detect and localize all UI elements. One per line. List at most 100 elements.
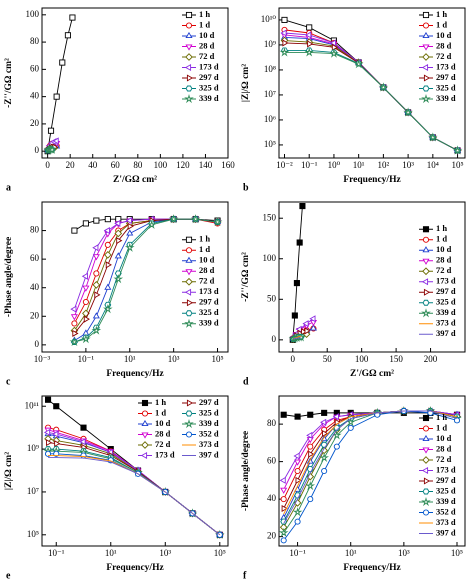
y-tick-label: 20 [30,310,40,320]
marker [293,499,302,507]
marker [185,11,193,19]
marker [141,410,149,417]
x-tick-label: 10⁵ [451,548,463,558]
x-axis-label: Frequency/Hz [106,563,164,573]
y-tick-label: 10⁷ [264,89,276,99]
marker [185,85,193,92]
x-tick-label: 20 [66,160,76,170]
plot-frame [41,395,229,547]
marker [423,74,431,82]
marker [304,327,311,335]
legend-label: 297 d [199,297,219,307]
marker [80,452,87,459]
y-tick-label: 0 [272,334,277,344]
marker [333,443,340,450]
marker [280,496,287,503]
marker [421,496,431,507]
legend-label: 28 d [155,428,171,438]
marker [184,418,194,429]
plot-frame [41,201,229,353]
marker [293,452,300,460]
legend-label: 325 d [199,407,219,417]
marker [47,144,57,154]
x-tick-label: 200 [424,354,438,364]
marker [331,43,339,51]
series-line [47,431,221,536]
legend-label: 339 d [199,93,219,103]
marker [185,31,193,39]
x-tick-label: 0 [45,160,50,170]
marker [281,504,288,513]
marker [185,44,193,51]
marker [104,216,111,223]
marker [306,431,313,439]
y-tick-label: 10⁵ [27,529,39,539]
plot-area [288,203,318,344]
plot-frame [278,7,466,159]
marker [141,432,149,439]
marker [307,443,314,450]
legend-label: 1 d [436,234,447,244]
marker [185,22,193,29]
marker [184,288,192,296]
marker [309,324,318,331]
marker [184,318,194,328]
legend-label: 10 d [199,30,215,40]
legend-label: 173 d [436,464,456,474]
marker [279,523,288,532]
y-tick-label: 80 [30,36,40,46]
marker [321,467,328,475]
x-tick-label: 10⁻¹ [289,548,306,558]
y-axis-label: -Z''/GΩ cm² [4,58,14,108]
marker [93,217,100,224]
x-tick-label: 10³ [159,548,171,558]
marker [91,325,102,335]
marker [59,59,66,66]
legend-label: 297 d [436,475,456,485]
x-tick-label: 10² [378,160,390,170]
marker [422,11,430,19]
x-tick-label: 80 [133,160,143,170]
legend-label: 1 h [199,9,210,19]
marker [294,518,301,525]
marker [299,203,306,210]
marker [347,424,354,431]
panel-label: c [6,376,11,387]
marker [54,440,61,448]
x-tick-label: 100 [355,354,369,364]
panel-label: a [6,182,11,193]
x-axis-label: Frequency/Hz [106,369,164,379]
marker [305,31,312,39]
legend-label: 72 d [436,454,452,464]
legend-label: 28 d [199,40,215,50]
marker [113,274,124,284]
marker [423,477,431,485]
marker [282,39,289,47]
legend-label: 28 d [199,265,215,275]
marker [422,425,430,432]
legend-label: 72 d [155,439,171,449]
legend-label: 10 d [155,418,171,428]
marker [452,145,463,155]
legend-label: 397 d [436,527,456,537]
y-axis-label: -Z''/GΩ cm² [241,252,251,302]
marker [185,269,193,276]
legend-label: 373 d [199,439,219,449]
marker [81,272,88,280]
marker [92,281,101,289]
marker [422,31,430,39]
marker [186,399,194,407]
legend-label: 373 d [436,318,456,328]
marker [320,418,327,426]
legend-label: 173 d [199,61,219,71]
legend-label: 339 d [199,318,219,328]
y-tick-label: 10⁵ [264,139,276,149]
x-tick-label: 10¹ [345,548,357,558]
series-line [74,218,218,343]
y-tick-label: 100 [26,9,40,19]
x-tick-label: 10⁵ [211,354,223,364]
marker [422,22,430,29]
marker [92,254,100,261]
legend-label: 397 d [199,449,219,459]
